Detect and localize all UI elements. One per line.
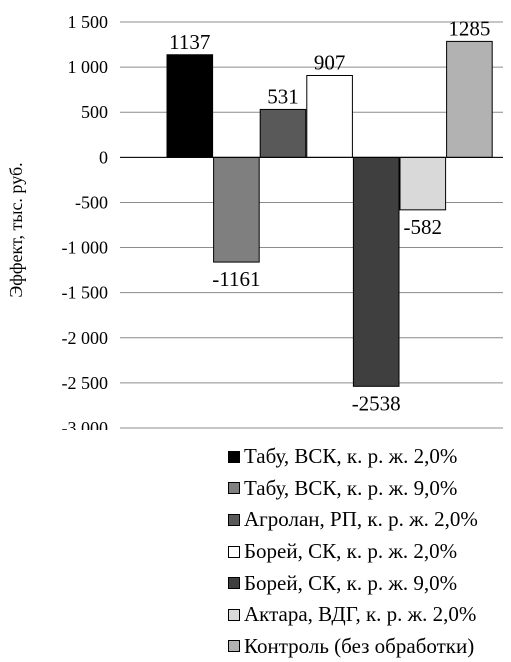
y-tick-label: -1 000 [62, 238, 109, 258]
data-label: -1161 [212, 267, 260, 291]
y-tick-label: -1 500 [62, 283, 109, 303]
y-tick-label: -2 500 [62, 373, 109, 393]
legend-swatch [228, 513, 240, 526]
legend-label: Контроль (без обработки) [244, 633, 475, 658]
legend-item: Контроль (без обработки) [228, 631, 511, 662]
bars [166, 40, 493, 387]
data-label: -582 [404, 215, 443, 239]
legend-item: Актара, ВДГ, к. р. ж. 2,0% [228, 599, 511, 631]
legend-label: Борей, СК, к. р. ж. 2,0% [244, 539, 458, 564]
data-label: 1285 [448, 16, 490, 40]
y-tick-label: 500 [81, 102, 108, 122]
chart-svg: 1 500 1 000 500 0 -500 -1 000 -1 500 -2 000 -2 5… [6, 12, 503, 438]
legend-item: Табу, ВСК, к. р. ж. 9,0% [228, 473, 511, 505]
legend-swatch [228, 545, 240, 558]
y-tick-label: -500 [75, 192, 108, 212]
data-label: 907 [314, 51, 346, 75]
legend-label: Актара, ВДГ, к. р. ж. 2,0% [244, 602, 477, 627]
bar [213, 156, 260, 263]
legend-item: Агролан, РП, к. р. ж. 2,0% [228, 504, 511, 536]
bar [446, 40, 493, 158]
chart: 1 500 1 000 500 0 -500 -1 000 -1 500 -2 000 -2 5… [6, 12, 503, 438]
legend-swatch [228, 608, 240, 621]
data-labels: 1137 -1161 531 907 -2538 -582 1285 [169, 16, 490, 415]
bar [352, 156, 400, 387]
y-axis-label: Эффект, тыс. руб. [6, 162, 26, 297]
legend-item: Борей, СК, к. р. ж. 9,0% [228, 567, 511, 599]
legend-label: Табу, ВСК, к. р. ж. 9,0% [244, 475, 458, 500]
bar [259, 108, 307, 158]
y-tick-label: 1 000 [68, 57, 109, 77]
data-label: 531 [267, 84, 299, 108]
legend-label: Табу, ВСК, к. р. ж. 2,0% [244, 444, 458, 469]
legend-swatch [228, 640, 240, 653]
legend-swatch [228, 577, 240, 590]
legend-item: Борей, СК, к. р. ж. 2,0% [228, 536, 511, 568]
data-label: -2538 [352, 391, 401, 415]
bar [166, 54, 214, 158]
y-tick-label: 0 [99, 147, 108, 167]
y-axis-ticks: 1 500 1 000 500 0 -500 -1 000 -1 500 -2 000 -2 5… [62, 12, 109, 438]
bar [399, 156, 447, 211]
legend: Табу, ВСК, к. р. ж. 2,0% Табу, ВСК, к. р.… [228, 441, 511, 662]
y-tick-label: -2 000 [62, 328, 109, 348]
legend-swatch [228, 450, 240, 463]
data-label: 1137 [169, 30, 210, 54]
legend-item: Табу, ВСК, к. р. ж. 2,0% [228, 441, 511, 473]
y-tick-label: -3 000 [62, 418, 109, 430]
legend-swatch [228, 482, 240, 495]
bar [306, 75, 353, 158]
y-tick-label: 1 500 [68, 12, 109, 32]
legend-label: Борей, СК, к. р. ж. 9,0% [244, 570, 458, 595]
legend-label: Агролан, РП, к. р. ж. 2,0% [244, 507, 478, 532]
